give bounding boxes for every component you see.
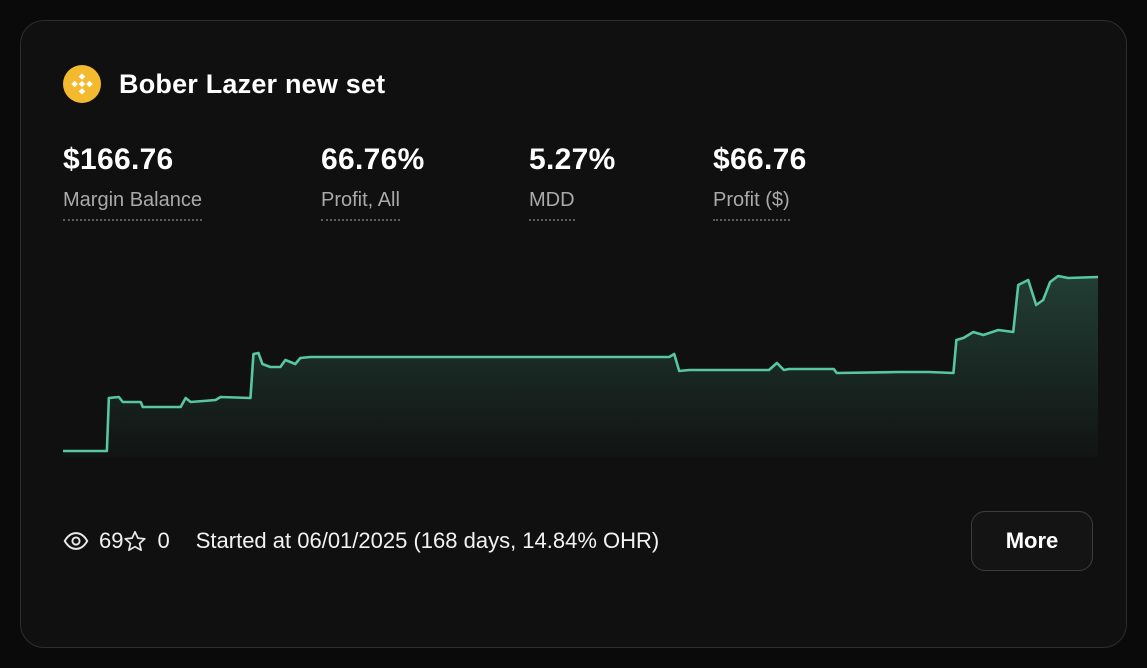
card-header: Bober Lazer new set (63, 65, 1084, 103)
eye-icon (63, 532, 89, 550)
stat-margin-balance: $166.76 Margin Balance (63, 143, 321, 221)
equity-chart-svg (63, 274, 1098, 457)
more-button[interactable]: More (971, 511, 1093, 571)
equity-line (63, 274, 1098, 453)
stat-label[interactable]: Profit, All (321, 189, 400, 221)
strategy-title: Bober Lazer new set (119, 68, 386, 99)
started-info: Started at 06/01/2025 (168 days, 14.84% … (195, 528, 660, 553)
stat-value: $66.76 (713, 143, 807, 176)
stat-value: 66.76% (321, 143, 425, 176)
equity-chart (63, 255, 1098, 465)
stats-row: $166.76 Margin Balance 66.76% Profit, Al… (63, 143, 1084, 221)
views-meta: 69 (63, 528, 123, 554)
favorites-meta: 0 (123, 528, 170, 554)
stat-profit-usd: $66.76 Profit ($) (713, 143, 807, 221)
equity-area (63, 276, 1098, 457)
stat-mdd: 5.27% MDD (529, 143, 713, 221)
star-icon[interactable] (123, 530, 147, 553)
stat-value: 5.27% (529, 143, 616, 176)
stat-label[interactable]: Margin Balance (63, 189, 202, 221)
stat-value: $166.76 (63, 143, 174, 176)
favorites-count: 0 (157, 528, 170, 553)
stat-profit-all: 66.76% Profit, All (321, 143, 529, 221)
stat-label[interactable]: MDD (529, 189, 575, 221)
card-footer: 69 0 Started at 06/01/2025 (168 days, 14… (63, 511, 1093, 571)
binance-coin-icon (63, 65, 101, 103)
views-count: 69 (99, 528, 124, 553)
stat-label[interactable]: Profit ($) (713, 189, 790, 221)
strategy-card: Bober Lazer new set $166.76 Margin Balan… (20, 20, 1127, 648)
